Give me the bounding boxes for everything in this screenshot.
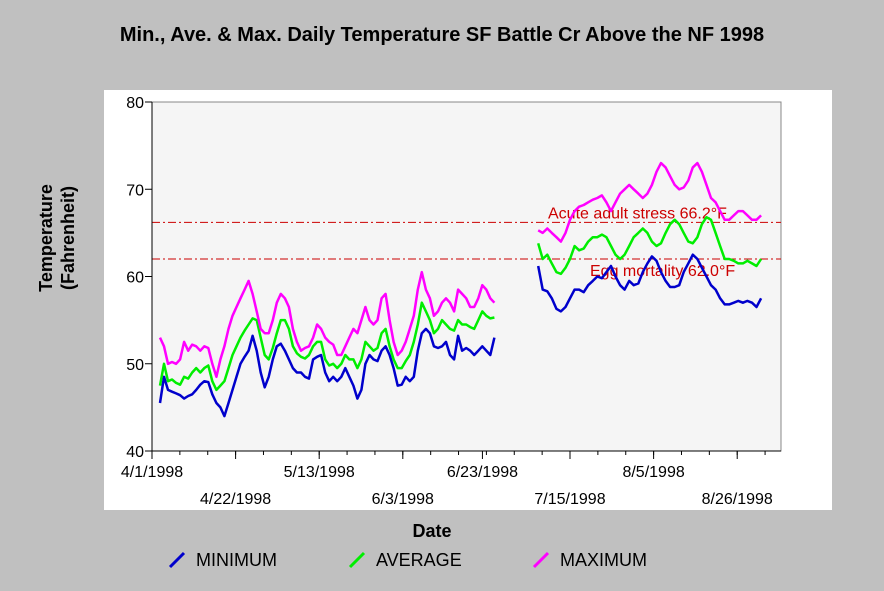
x-tick-label-4-1-1998: 4/1/1998	[121, 464, 183, 481]
plot-area	[151, 101, 782, 452]
reference-label-egg-mortality-62-0-f: Egg mortality 62.0°F	[590, 263, 735, 280]
legend-swatch-average	[348, 551, 366, 569]
legend-item-minimum: MINIMUM	[168, 546, 277, 574]
x-tick-label-7-15-1998: 7/15/1998	[534, 491, 605, 508]
chart-title: Min., Ave. & Max. Daily Temperature SF B…	[119, 24, 765, 46]
series-line-minimum-2	[536, 253, 763, 313]
legend-label-average: AVERAGE	[376, 549, 462, 570]
y-tick-label-60: 60	[126, 270, 144, 287]
legend-item-maximum: MAXIMUM	[532, 546, 647, 574]
x-axis-label: Date	[412, 521, 451, 541]
series-line-maximum-2	[537, 161, 762, 243]
y-tick-label-70: 70	[126, 182, 144, 199]
series-line-average-2	[536, 215, 763, 276]
y-tick-label-40: 40	[126, 444, 144, 461]
legend-swatch-minimum	[168, 551, 186, 569]
y-tick-label-80: 80	[126, 95, 144, 112]
series-line-average-1	[158, 301, 495, 392]
y-axis-label-line1: Temperature	[36, 184, 56, 292]
legend-label-minimum: MINIMUM	[196, 549, 277, 570]
legend-label-maximum: MAXIMUM	[560, 549, 647, 570]
series-line-maximum-1	[158, 270, 496, 379]
x-tick-label-6-23-1998: 6/23/1998	[447, 464, 518, 481]
y-axis-label-line2: (Fahrenheit)	[58, 186, 78, 290]
x-tick-label-8-5-1998: 8/5/1998	[622, 464, 684, 481]
legend-item-average: AVERAGE	[348, 546, 462, 574]
series-line-minimum-1	[158, 327, 496, 418]
x-tick-label-5-13-1998: 5/13/1998	[284, 464, 355, 481]
reference-label-acute-adult-stress-66-2-f: Acute adult stress 66.2°F	[548, 205, 727, 222]
x-tick-label-4-22-1998: 4/22/1998	[200, 491, 271, 508]
x-tick-label-8-26-1998: 8/26/1998	[702, 491, 773, 508]
y-tick-label-50: 50	[126, 357, 144, 374]
x-tick-label-6-3-1998: 6/3/1998	[372, 491, 434, 508]
legend-swatch-maximum	[532, 551, 550, 569]
